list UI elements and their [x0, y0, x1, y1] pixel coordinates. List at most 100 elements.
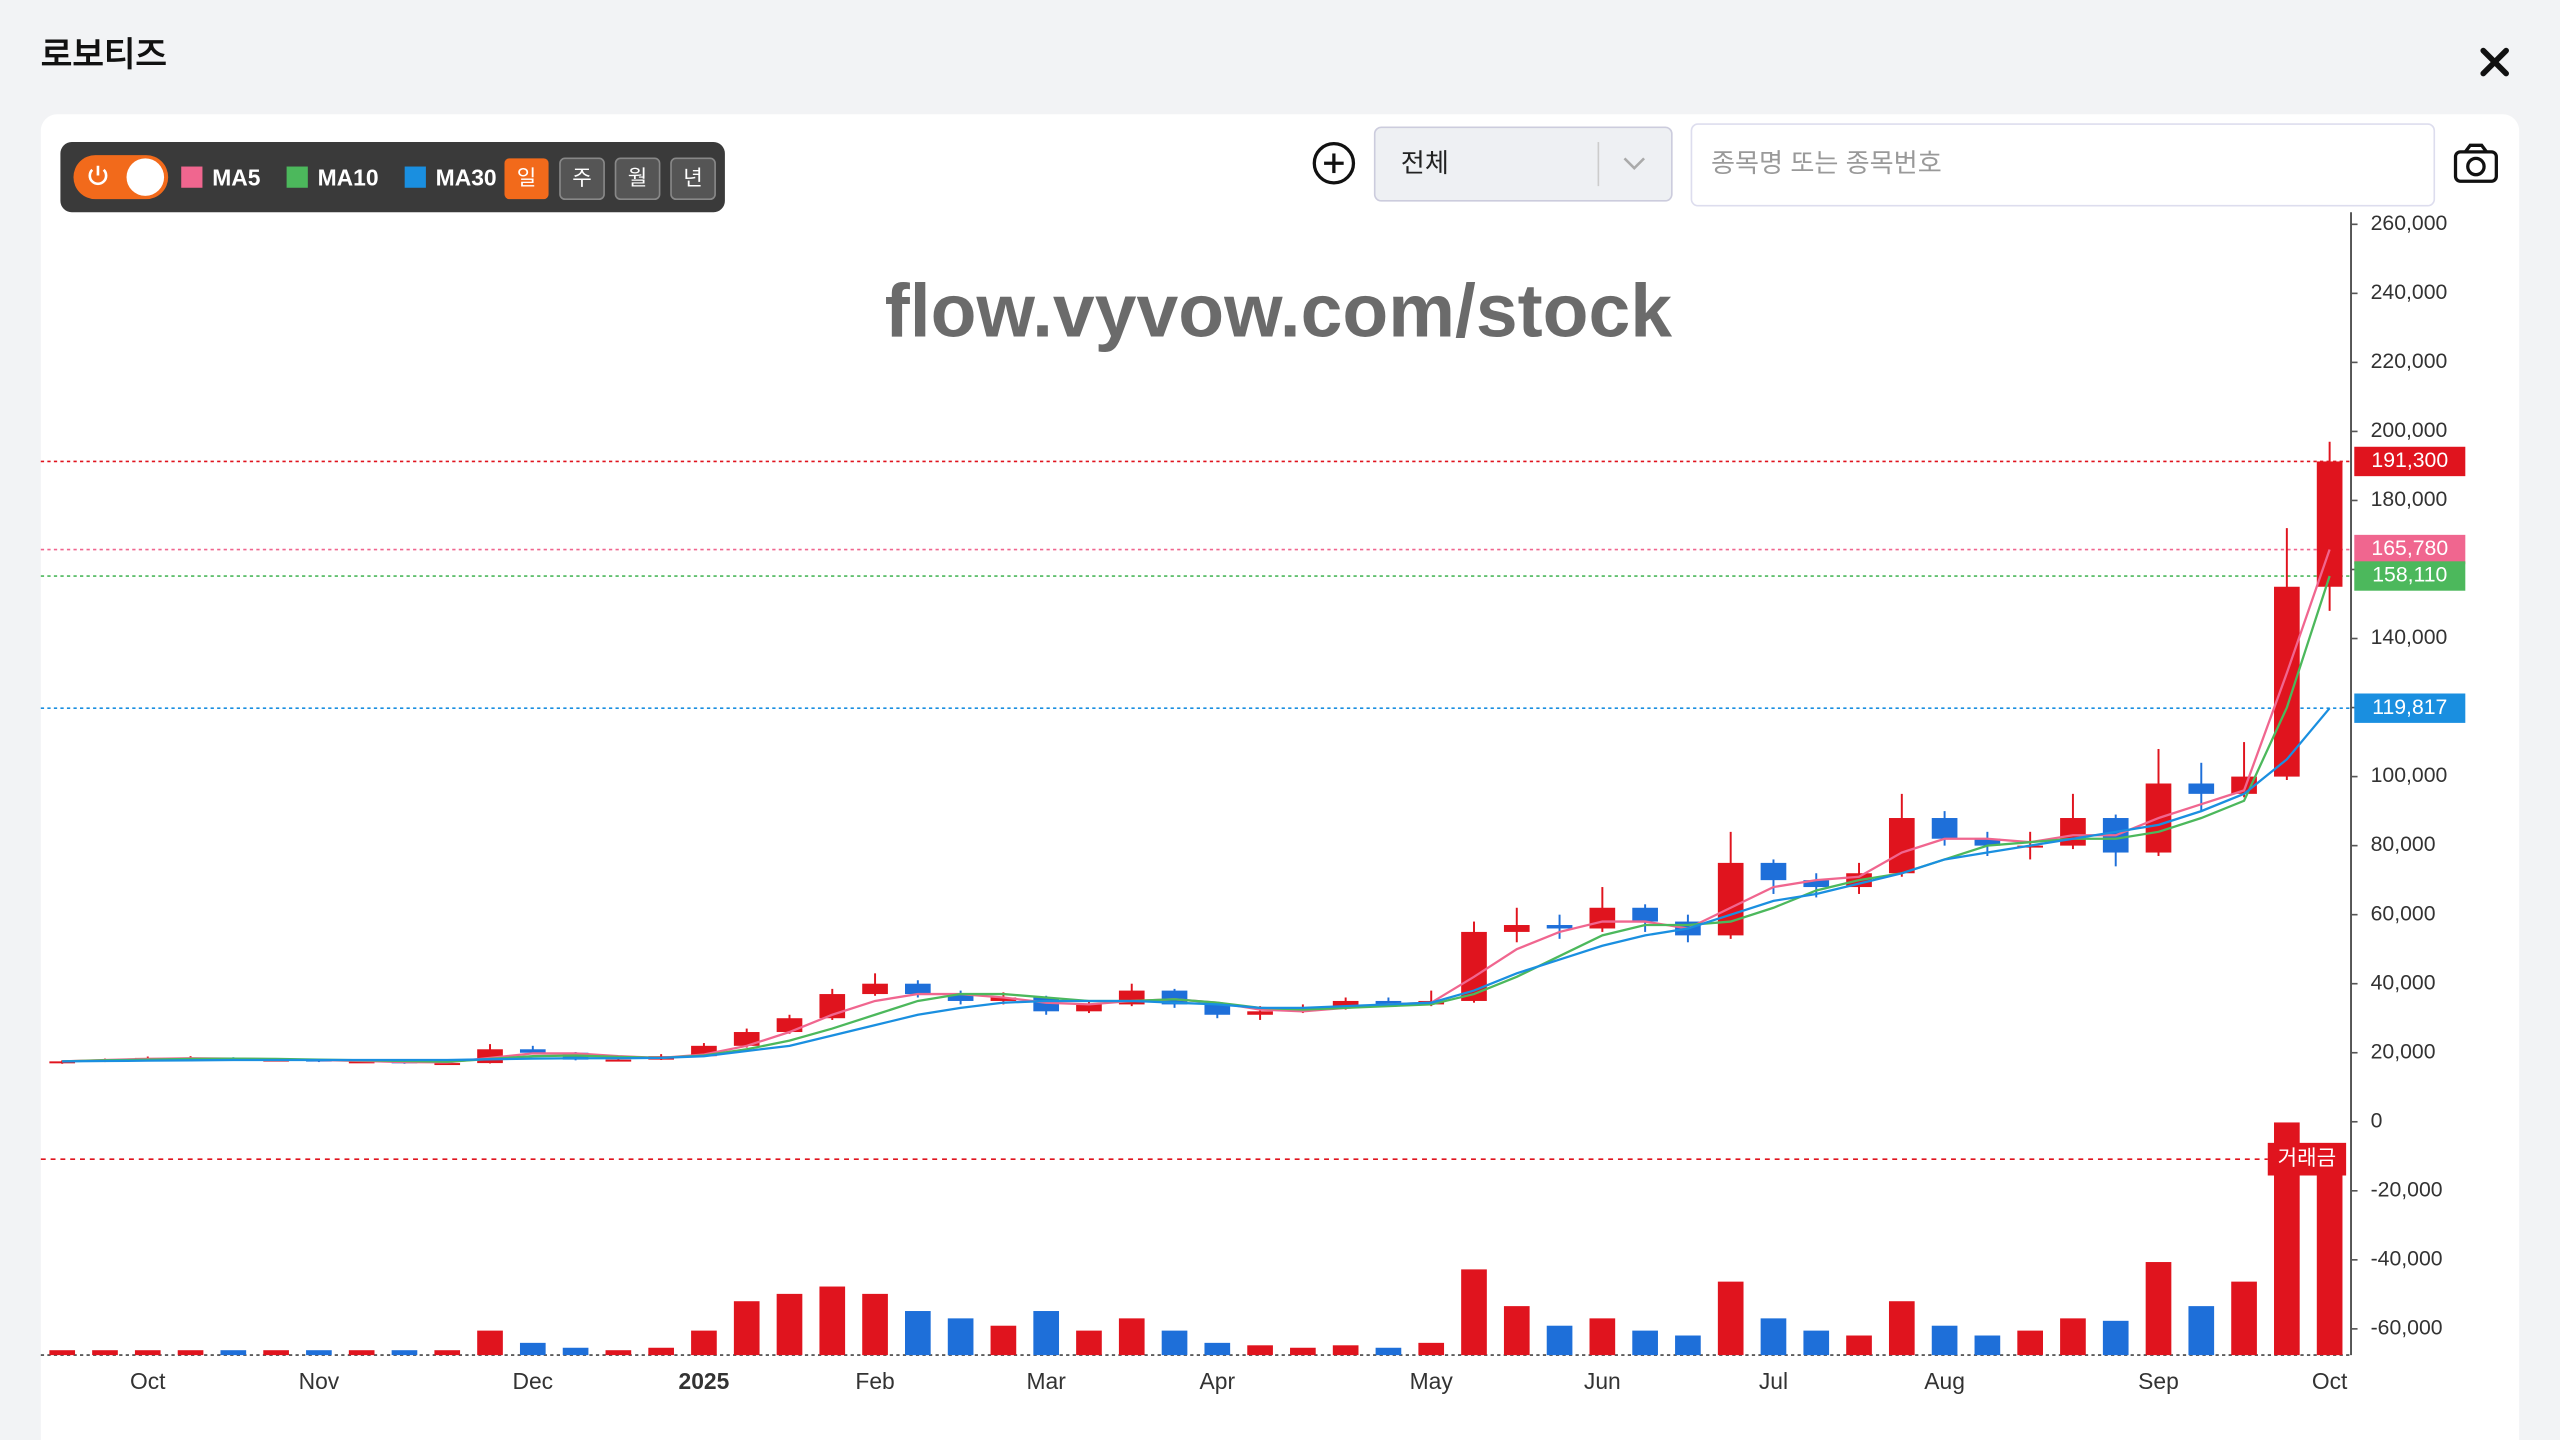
volume-bar [1675, 1335, 1701, 1356]
price-tag-label: 119,817 [2372, 696, 2447, 719]
volume-bar [819, 1286, 846, 1356]
y-tick-label: 40,000 [2371, 971, 2436, 994]
candle-body [947, 994, 974, 1001]
volume-bar [2316, 1159, 2343, 1356]
y-tick-label: -40,000 [2371, 1247, 2443, 1270]
y-tick-label: 80,000 [2371, 833, 2436, 856]
volume-bar [1247, 1345, 1273, 1356]
period-button[interactable]: 년 [670, 157, 716, 200]
volume-bar [733, 1301, 760, 1356]
price-tag-label: 158,110 [2372, 564, 2447, 587]
candle-body [348, 1061, 375, 1064]
x-tick-label: Sep [2138, 1368, 2179, 1394]
volume-bar [263, 1350, 289, 1356]
candle-body [1546, 925, 1573, 929]
volume-bar [1118, 1318, 1145, 1356]
volume-bar [2231, 1281, 2257, 1356]
volume-bar [1418, 1342, 1445, 1356]
volume-bar [1717, 1281, 1744, 1356]
y-tick-label: 220,000 [2371, 350, 2448, 373]
volume-bar [1161, 1330, 1188, 1356]
x-tick-label: 2025 [679, 1368, 730, 1394]
legend-swatch [286, 166, 308, 188]
period-button[interactable]: 월 [614, 157, 661, 200]
volume-bar [477, 1330, 503, 1356]
candle-body [1589, 907, 1616, 929]
y-tick-label: 20,000 [2371, 1040, 2436, 1063]
volume-bar [1546, 1325, 1573, 1356]
candle-body [1888, 818, 1915, 874]
candle-body [1931, 818, 1958, 839]
y-tick-label: -60,000 [2371, 1316, 2443, 1339]
chevron [1623, 157, 1646, 171]
volume-bar [1375, 1347, 1402, 1356]
volume-bar [434, 1350, 461, 1356]
legend-label: MA5 [212, 165, 261, 191]
x-tick-label: Mar [1027, 1368, 1067, 1394]
legend-label: MA10 [318, 165, 379, 191]
volume-bar [1760, 1318, 1787, 1356]
candle-body [1033, 997, 1060, 1012]
x-tick-label: Jul [1759, 1368, 1788, 1394]
candle-body [691, 1045, 717, 1057]
volume-bar [776, 1293, 803, 1356]
volume-bar [990, 1325, 1017, 1356]
volume-bar [1290, 1347, 1316, 1356]
add-icon [1312, 142, 1356, 185]
legend-label: MA30 [436, 165, 497, 191]
candle-body [1803, 880, 1830, 888]
period-button[interactable]: 주 [559, 157, 605, 200]
search-box[interactable]: 종목명 또는 종목번호 [1690, 123, 2436, 207]
volume-bar [691, 1330, 717, 1356]
candle-body [990, 997, 1017, 1001]
price-tag [2354, 446, 2466, 477]
toggle[interactable] [73, 155, 169, 200]
period-button-bg [559, 157, 605, 200]
plot: 260,000240,000220,000200,000180,000160,0… [40, 212, 2466, 1394]
candle-body [862, 983, 888, 995]
y-tick-label: -20,000 [2371, 1178, 2443, 1201]
volume-bar [1076, 1330, 1102, 1356]
market-select[interactable]: 전체 [1373, 126, 1673, 202]
period-button[interactable]: 일 [504, 158, 549, 200]
watermark: flow.vyvow.com/stock [885, 269, 1673, 353]
period-button-bg [670, 157, 716, 200]
volume-bar [49, 1350, 76, 1356]
legend-swatch [181, 166, 203, 188]
candle-body [1375, 1000, 1402, 1005]
volume-bar [562, 1347, 589, 1356]
price-tag [2354, 561, 2466, 591]
y-tick-label: 0 [2371, 1109, 2383, 1132]
camera-icon [2466, 156, 2486, 177]
x-tick-label: Oct [2312, 1368, 2348, 1394]
candle-body [1161, 990, 1188, 1005]
y-tick-label: 60,000 [2371, 902, 2436, 925]
period-label: 년 [683, 166, 703, 190]
candle-body [1204, 1004, 1231, 1015]
volume-bar [862, 1293, 888, 1356]
toggle-knob [126, 158, 165, 196]
volume-bar [2102, 1320, 2129, 1356]
camera-icon [2464, 143, 2488, 153]
volume-bar [306, 1350, 332, 1356]
volume-bar [1332, 1345, 1359, 1356]
candle-body [1503, 925, 1530, 932]
close-button[interactable] [2480, 47, 2509, 77]
candle-body [2060, 818, 2086, 846]
add-button[interactable] [1312, 142, 1356, 185]
volume-bar [1888, 1301, 1915, 1356]
y-tick-label: 140,000 [2371, 626, 2448, 649]
x-tick-label: Apr [1200, 1368, 1236, 1394]
y-tick-label: 100,000 [2371, 764, 2448, 787]
camera-button[interactable] [2453, 143, 2498, 183]
candle-body [605, 1059, 632, 1062]
price-tag-label: 191,300 [2371, 449, 2448, 472]
volume-bar [1846, 1335, 1872, 1356]
stock-title: 로보티즈 [41, 36, 167, 74]
candle-body [2316, 461, 2343, 587]
candle-body [49, 1061, 76, 1064]
volume-bar [92, 1350, 118, 1356]
candle-body [776, 1018, 803, 1033]
